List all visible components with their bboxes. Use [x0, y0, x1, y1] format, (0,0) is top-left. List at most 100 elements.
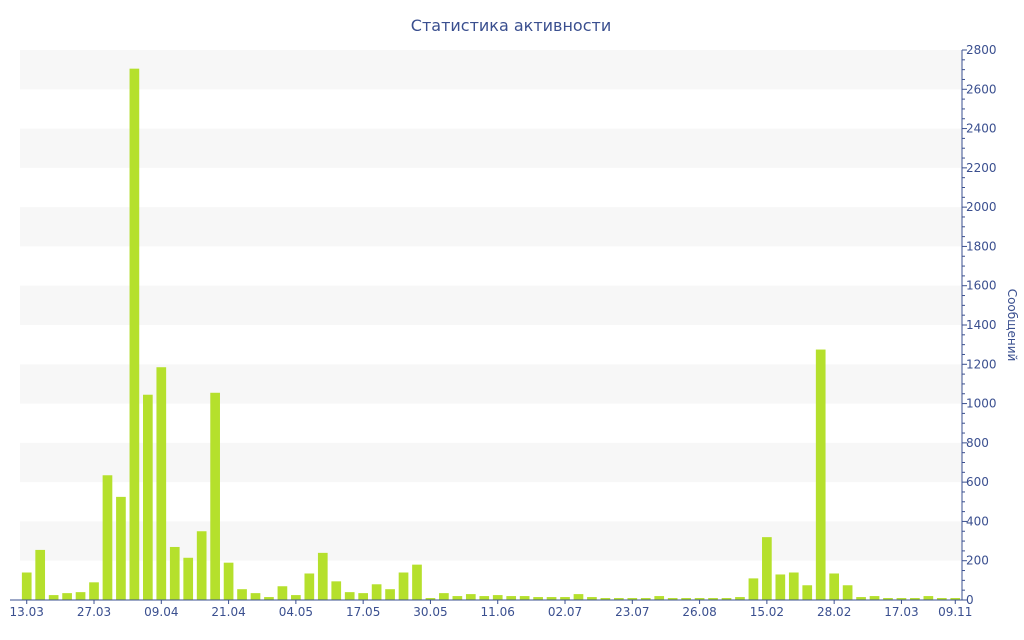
x-tick-label: 09.11: [938, 605, 972, 619]
bar: [89, 582, 99, 600]
x-tick-label: 17.03: [884, 605, 918, 619]
y-tick-label: 1800: [966, 239, 997, 253]
x-tick-label: 27.03: [77, 605, 111, 619]
bar: [102, 475, 113, 600]
y-tick-label: 2000: [966, 200, 997, 214]
bar: [129, 68, 140, 601]
bar: [465, 594, 476, 600]
bar: [331, 581, 342, 600]
bar: [169, 546, 180, 600]
grid-band: [20, 128, 962, 168]
x-tick-label: 23.07: [615, 605, 649, 619]
x-tick-label: 04.05: [279, 605, 313, 619]
bar: [640, 598, 651, 600]
bar: [264, 597, 274, 600]
bar: [627, 598, 638, 600]
bar: [667, 598, 678, 600]
bar: [613, 598, 624, 600]
y-tick-label: 1200: [966, 357, 997, 371]
bar: [317, 552, 328, 600]
bar: [304, 573, 315, 600]
bar: [439, 593, 449, 600]
y-tick-label: 600: [966, 475, 989, 489]
bars-group: [21, 68, 961, 601]
bar: [842, 585, 853, 600]
bar: [398, 572, 409, 600]
grid-bands: [20, 50, 962, 561]
bar: [721, 598, 732, 600]
chart-title: Статистика активности: [411, 16, 611, 35]
y-tick-label: 2400: [966, 122, 997, 136]
bar: [62, 593, 72, 600]
bar: [506, 596, 517, 600]
bar: [815, 349, 826, 600]
bar: [654, 596, 665, 600]
bar: [883, 598, 893, 600]
bar: [210, 392, 220, 600]
bar: [560, 597, 570, 600]
bar: [519, 596, 530, 600]
y-tick-label: 2600: [966, 82, 997, 96]
bar: [223, 562, 234, 600]
bar: [708, 598, 718, 600]
y-tick-label: 800: [966, 436, 989, 450]
bar: [75, 592, 86, 600]
x-tick-label: 30.05: [413, 605, 447, 619]
bar: [950, 598, 961, 600]
bar: [748, 578, 759, 600]
grid-band: [20, 207, 962, 247]
x-tick-label: 09.04: [144, 605, 178, 619]
y-tick-label: 400: [966, 514, 989, 528]
bar: [452, 596, 463, 600]
bar: [237, 589, 247, 600]
x-tick-label: 11.06: [481, 605, 515, 619]
bar: [412, 564, 422, 600]
grid-band: [20, 285, 962, 325]
grid-band: [20, 442, 962, 483]
bar: [291, 595, 301, 600]
y-tick-label: 1400: [966, 318, 997, 332]
bar: [156, 367, 167, 600]
bar: [788, 572, 799, 600]
y-tick-label: 1600: [966, 279, 997, 293]
y-tick-label: 2200: [966, 161, 997, 175]
x-tick-label: 21.04: [211, 605, 245, 619]
y-tick-label: 200: [966, 554, 989, 568]
x-tick-label: 28.02: [817, 605, 851, 619]
bar: [344, 592, 355, 600]
bar: [856, 597, 866, 600]
bar: [829, 573, 840, 600]
bar: [923, 596, 934, 600]
bar: [425, 598, 436, 600]
bar: [735, 597, 745, 600]
bar: [775, 574, 786, 600]
bar: [600, 598, 611, 600]
bar: [21, 572, 32, 600]
x-tick-label: 17.05: [346, 605, 380, 619]
y-tick-label: 1000: [966, 397, 997, 411]
bar: [358, 593, 369, 600]
bar: [802, 585, 813, 600]
x-tick-label: 02.07: [548, 605, 582, 619]
bar: [694, 598, 705, 600]
bar: [869, 596, 880, 600]
grid-band: [20, 364, 962, 404]
bar: [142, 394, 153, 600]
bar: [533, 597, 543, 600]
bar: [573, 594, 584, 600]
bar: [183, 557, 194, 600]
bar: [48, 595, 59, 600]
bar: [762, 537, 772, 600]
grid-band: [20, 50, 962, 90]
x-tick-label: 26.08: [682, 605, 716, 619]
bar: [681, 598, 691, 600]
bar: [250, 593, 261, 600]
bar: [35, 549, 46, 600]
bar: [196, 531, 207, 600]
bar: [277, 586, 288, 600]
bar: [492, 595, 503, 600]
y-axis-ticks: 0 200 400 600 800 1000 1200 1400 1600 1800 2000 220…: [962, 43, 997, 607]
y-tick-label: 2800: [966, 43, 997, 57]
x-tick-label: 13.03: [10, 605, 44, 619]
